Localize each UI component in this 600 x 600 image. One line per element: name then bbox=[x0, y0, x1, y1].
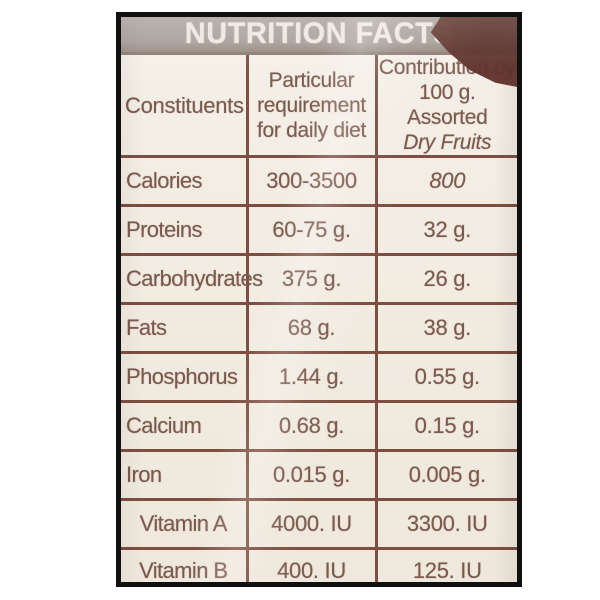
contribution-value: 0.55 g. bbox=[374, 352, 517, 403]
contribution-header-line: Dry Fruits bbox=[403, 131, 492, 154]
table-row-fats: Fats 68 g. 38 g. bbox=[121, 303, 517, 354]
requirement-header-line: for daily diet bbox=[256, 118, 367, 142]
label-title: NUTRITION FACTS bbox=[184, 17, 454, 51]
nutrition-label: NUTRITION FACTS Constituents Particular … bbox=[116, 12, 522, 587]
table-row-iron: Iron 0.015 g. 0.005 g. bbox=[121, 450, 517, 501]
contribution-value: 125. IU bbox=[374, 548, 517, 582]
table-row-phosphorus: Phosphorus 1.44 g. 0.55 g. bbox=[121, 352, 517, 403]
requirement-value: 0.015 g. bbox=[245, 450, 376, 501]
requirement-value: 400. IU bbox=[245, 548, 376, 582]
constituent-name: Carbohydrates bbox=[121, 254, 263, 305]
table-row-calories: Calories 300-3500 800 bbox=[121, 156, 517, 207]
table-body: Calories 300-3500 800 Proteins 60-75 g. … bbox=[121, 156, 517, 584]
constituent-name: Calcium bbox=[121, 401, 247, 452]
table-row-calcium: Calcium 0.68 g. 0.15 g. bbox=[121, 401, 517, 452]
requirement-header-line: Particular bbox=[268, 68, 355, 92]
requirement-value: 300-3500 bbox=[245, 156, 376, 207]
contribution-value: 26 g. bbox=[374, 254, 517, 305]
constituent-name: Phosphorus bbox=[121, 352, 247, 403]
constituent-name: Calories bbox=[121, 156, 247, 207]
requirement-value: 1.44 g. bbox=[245, 352, 376, 403]
contribution-value: 38 g. bbox=[374, 303, 517, 354]
requirement-value: 60-75 g. bbox=[245, 205, 376, 256]
table-row-carbohydrates: Carbohydrates 375 g. 26 g. bbox=[121, 254, 517, 305]
constituent-name: Vitamin A bbox=[121, 499, 247, 550]
contribution-header-line: 100 g. Assorted bbox=[407, 81, 488, 129]
table-header: Constituents Particular requirement for … bbox=[121, 55, 517, 158]
contribution-value: 3300. IU bbox=[374, 499, 517, 550]
requirement-value: 68 g. bbox=[245, 303, 376, 354]
column-header-requirement: Particular requirement for daily diet bbox=[245, 55, 376, 158]
contribution-value: 800 bbox=[374, 156, 517, 207]
table-row-vitamin-b: Vitamin B 400. IU 125. IU bbox=[121, 548, 517, 584]
contribution-value: 0.005 g. bbox=[374, 450, 517, 501]
requirement-value: 4000. IU bbox=[245, 499, 376, 550]
constituent-name: Proteins bbox=[121, 205, 247, 256]
contribution-value: 0.15 g. bbox=[374, 401, 517, 452]
constituent-name: Vitamin B bbox=[139, 558, 228, 584]
constituent-name: Iron bbox=[121, 450, 247, 501]
requirement-value: 0.68 g. bbox=[245, 401, 376, 452]
requirement-value: 375 g. bbox=[245, 254, 376, 305]
table-row-proteins: Proteins 60-75 g. 32 g. bbox=[121, 205, 517, 256]
constituents-label: Constituents bbox=[125, 92, 244, 118]
header-row: Constituents Particular requirement for … bbox=[121, 55, 517, 158]
column-header-constituents: Constituents bbox=[121, 55, 247, 158]
requirement-header-line: requirement bbox=[257, 93, 366, 117]
constituent-name: Fats bbox=[121, 303, 247, 354]
table-row-vitamin-a: Vitamin A 4000. IU 3300. IU bbox=[121, 499, 517, 550]
contribution-value: 32 g. bbox=[374, 205, 517, 256]
nutrition-table: Constituents Particular requirement for … bbox=[121, 55, 517, 584]
